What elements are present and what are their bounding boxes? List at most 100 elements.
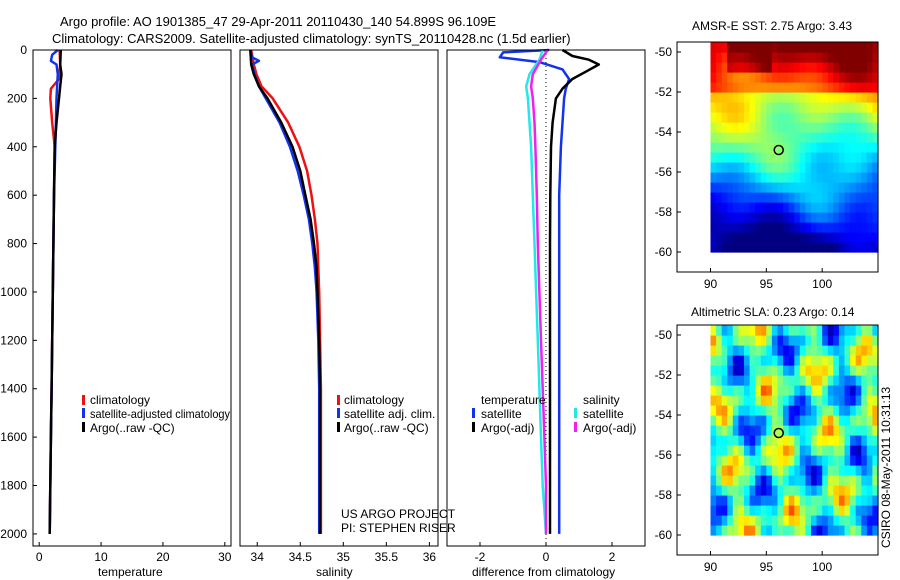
sla_map-cell xyxy=(816,385,823,396)
sla_map-cell xyxy=(816,365,823,376)
sst_map-cell xyxy=(838,42,846,53)
sla_map-cell xyxy=(861,515,868,526)
sla_map-cell xyxy=(788,455,795,466)
sst_map-cell xyxy=(721,232,728,243)
sla_map-cell xyxy=(811,445,818,456)
sla_map-cell xyxy=(850,325,857,336)
legend-label-diff-sal-argo: Argo(-adj) xyxy=(583,421,636,435)
sst_map-cell xyxy=(766,232,773,243)
sst_map-cell xyxy=(760,72,767,83)
sla_map-cell xyxy=(732,355,739,366)
sla_map-cell xyxy=(732,485,739,496)
sla_map-cell xyxy=(732,525,739,536)
sst_map-cell xyxy=(861,52,868,63)
sla_map-cell xyxy=(861,405,868,416)
sst_map-cell xyxy=(732,172,739,183)
sst_map-cell xyxy=(855,62,862,73)
sla_map-cell xyxy=(844,385,851,396)
sla_map-cell xyxy=(755,445,762,456)
sla_map-cell xyxy=(827,375,834,386)
sla_map-cell xyxy=(816,445,823,456)
sla_map-cell xyxy=(783,375,790,386)
sst_map-cell xyxy=(760,122,767,133)
sst_map-cell xyxy=(855,192,862,203)
sla_map-cell xyxy=(771,395,779,406)
sla_map-cell xyxy=(716,525,723,536)
sla_map-cell xyxy=(732,365,739,376)
sst_map-cell xyxy=(838,162,846,173)
sst_map-cell xyxy=(872,212,879,223)
sst_map-cell xyxy=(788,232,795,243)
sst_map-cell xyxy=(788,102,795,113)
sst_map-cell xyxy=(805,72,812,83)
sst_map-cell xyxy=(844,132,851,143)
sla_map-cell xyxy=(850,355,857,366)
sla_map-cell xyxy=(799,325,806,336)
sla_map-cell xyxy=(816,455,823,466)
sla_map-cell xyxy=(866,455,873,466)
sst_map-cell xyxy=(771,42,779,53)
sla_map-cell xyxy=(811,385,818,396)
sla_map-cell xyxy=(794,385,801,396)
sst_map-cell xyxy=(811,122,818,133)
sst_map-cell xyxy=(738,172,745,183)
sst_map-cell xyxy=(866,242,873,253)
sst_map-cell xyxy=(744,202,751,213)
sst_map-cell xyxy=(861,192,868,203)
sla_map-cell xyxy=(771,455,779,466)
sst_map-cell xyxy=(783,62,790,73)
sst_map-cell xyxy=(833,132,840,143)
sla_map-cell xyxy=(822,325,829,336)
sst_map-cell xyxy=(827,52,834,63)
sst_map-cell xyxy=(872,122,879,133)
sst-map-panel: AMSR-E SST: 2.75 Argo: 3.43 90 95 100 -50 -5… xyxy=(655,19,879,291)
sst_map-cell xyxy=(872,102,879,113)
sla_map-cell xyxy=(749,525,756,536)
sla_map-cell xyxy=(838,345,846,356)
sst_map-cell xyxy=(755,62,762,73)
sst_map-cell xyxy=(827,172,834,183)
sla_map-cell xyxy=(794,325,801,336)
sla_map-cell xyxy=(816,485,823,496)
sla_map-ytick-label: -56 xyxy=(655,448,673,462)
sst_map-cell xyxy=(783,232,790,243)
sla_map-cell xyxy=(788,325,795,336)
sst_map-cell xyxy=(721,192,728,203)
sst_map-cell xyxy=(872,172,879,183)
sla_map-cell xyxy=(760,455,767,466)
sla_map-cell xyxy=(833,465,840,476)
sst_map-cell xyxy=(744,82,751,93)
sst_map-cell xyxy=(749,72,756,83)
sla_map-cell xyxy=(738,435,745,446)
sst_map-cell xyxy=(794,202,801,213)
sla_map-cell xyxy=(738,445,745,456)
sst_map-cell xyxy=(744,132,751,143)
sst_map-cell xyxy=(732,62,739,73)
sla_map-cell xyxy=(749,435,756,446)
sst_map-cell xyxy=(710,122,717,133)
sla_map-xtick-label: 95 xyxy=(760,560,774,574)
sla_map-cell xyxy=(710,365,717,376)
legend-label-diff-sal-satellite: satellite xyxy=(583,407,624,421)
sst_map-cell xyxy=(872,42,879,53)
sla_map-cell xyxy=(755,355,762,366)
sst_map-cell xyxy=(749,142,756,153)
sla_map-cell xyxy=(861,335,868,346)
sst_map-cell xyxy=(766,202,773,213)
sst_map-cell xyxy=(755,132,762,143)
sst_map-cell xyxy=(744,42,751,53)
sla_map-cell xyxy=(738,495,745,506)
sla_map-cell xyxy=(732,385,739,396)
sla_map-cell xyxy=(749,445,756,456)
sla_map-cell xyxy=(850,485,857,496)
sst_map-cell xyxy=(760,242,767,253)
sst_map-cell xyxy=(755,242,762,253)
sla_map-cell xyxy=(777,515,784,526)
sst_map-cell xyxy=(749,232,756,243)
sla_map-cell xyxy=(783,395,790,406)
sst_map-cell xyxy=(827,42,834,53)
sla_map-cell xyxy=(866,365,873,376)
sla_map-cell xyxy=(727,515,734,526)
sst_map-cell xyxy=(777,182,784,193)
sst_map-cell xyxy=(710,192,717,203)
